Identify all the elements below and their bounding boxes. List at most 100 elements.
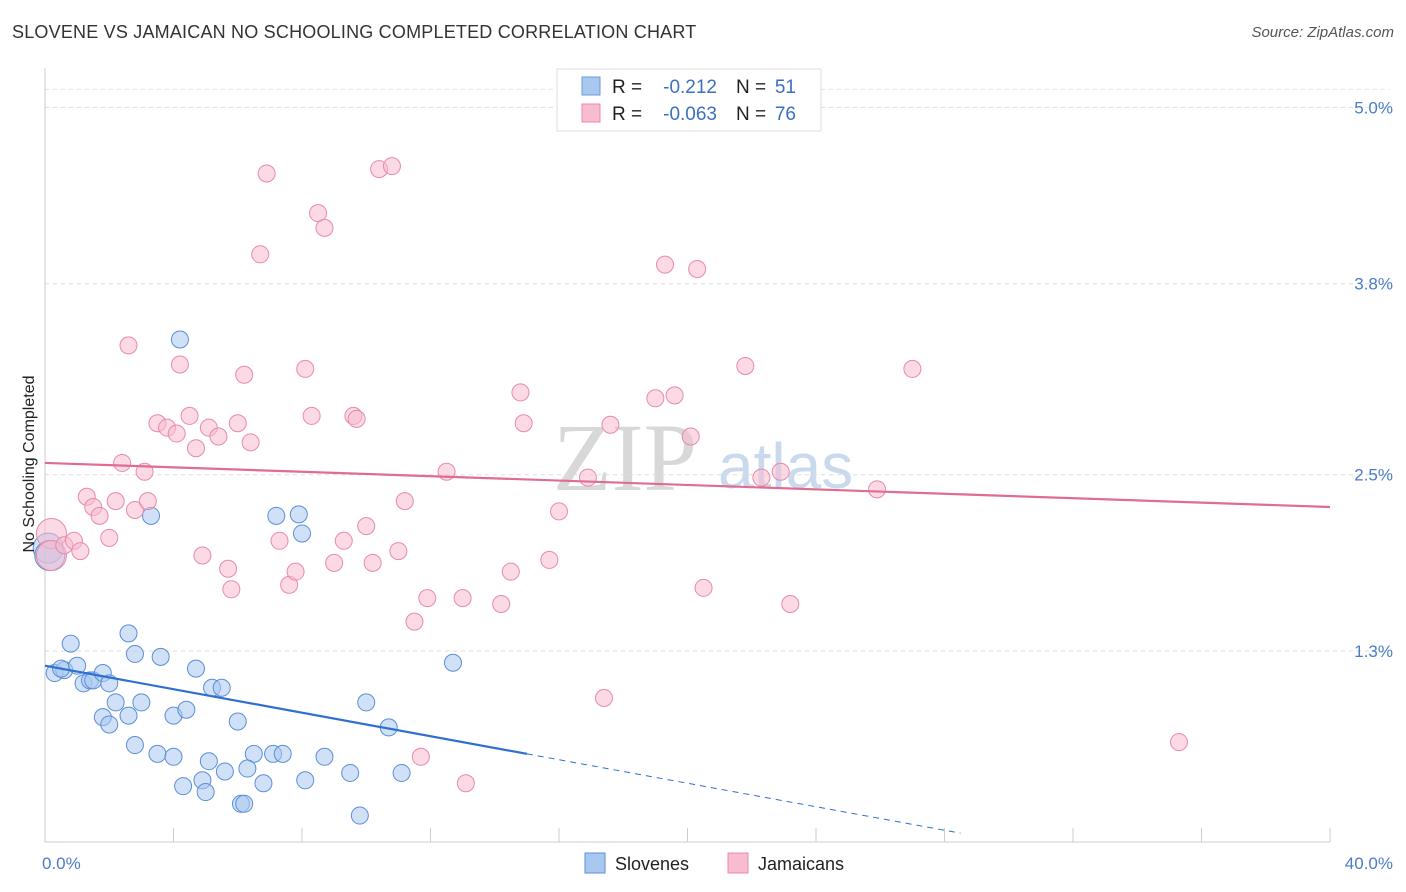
stats-legend-n-label-0: N = (736, 77, 766, 98)
stats-legend: R = -0.212 N = 51 R = -0.063 N = 76 (556, 68, 822, 132)
stats-legend-n-label-1: N = (736, 104, 766, 125)
jamaicans-point-7 (90, 506, 109, 525)
stats-legend-swatch-0 (581, 76, 601, 96)
jamaicans-point-37 (315, 218, 334, 237)
watermark: ZIP atlas (553, 404, 853, 511)
slovenes-point-41 (196, 783, 215, 802)
slovenes-point-38 (164, 747, 183, 766)
stats-legend-r-label-0: R = (612, 77, 642, 98)
series-legend-swatch-1 (727, 852, 749, 874)
slovenes-point-18 (148, 744, 167, 763)
stats-legend-swatch-1 (581, 103, 601, 123)
jamaicans-point-4 (71, 542, 90, 561)
y-tick-label-1: 2.5% (1354, 466, 1393, 485)
slovenes-point-30 (296, 771, 315, 790)
jamaicans-point-38 (325, 553, 344, 572)
jamaicans-point-25 (222, 580, 241, 599)
jamaicans-point-56 (540, 550, 559, 569)
stats-legend-r-value-0: -0.212 (663, 77, 717, 98)
slovenes-point-37 (443, 653, 462, 672)
slovenes-point-45 (235, 794, 254, 813)
y-axis-title: No Schooling Completed (21, 376, 38, 553)
jamaicans-point-13 (138, 492, 157, 511)
points-layer (32, 157, 1189, 825)
slovenes-point-34 (357, 693, 376, 712)
jamaicans-point-29 (251, 245, 270, 264)
slovenes-point-17 (125, 736, 144, 755)
jamaicans-point-62 (665, 386, 684, 405)
jamaicans-point-52 (492, 594, 511, 613)
trend-lines (44, 461, 1331, 834)
jamaicans-point-19 (180, 406, 199, 425)
jamaicans-point-23 (209, 427, 228, 446)
jamaicans-point-33 (286, 562, 305, 581)
slovenes-point-39 (174, 777, 193, 796)
slovenes-point-12 (100, 715, 119, 734)
slovenes-point-26 (215, 762, 234, 781)
x-tick-label-0: 0.0% (42, 854, 81, 873)
jamaicans-point-48 (405, 612, 424, 631)
slovenes-point-50 (267, 506, 286, 525)
jamaicans-point-39 (334, 531, 353, 550)
slovenes-point-21 (186, 659, 205, 678)
jamaicans-point-63 (681, 427, 700, 446)
jamaicans-point-9 (106, 492, 125, 511)
jamaicans-point-61 (646, 389, 665, 408)
slovenes-point-10 (106, 693, 125, 712)
slovenes-point-3 (61, 634, 80, 653)
jamaicans-point-20 (186, 439, 205, 458)
slovenes-point-31 (315, 747, 334, 766)
jamaicans-point-59 (594, 689, 613, 708)
slovenes-trend-line (44, 664, 528, 755)
jamaicans-point-17 (167, 424, 186, 443)
jamaicans-point-70 (781, 594, 800, 613)
slovenes-point-43 (254, 774, 273, 793)
series-legend-label-0: Slovenes (615, 854, 689, 874)
slovenes-point-33 (350, 806, 369, 825)
jamaicans-point-69 (771, 462, 790, 481)
jamaicans-point-68 (752, 468, 771, 487)
slovenes-point-42 (238, 759, 257, 778)
stats-legend-r-label-1: R = (612, 104, 642, 125)
stats-legend-box (556, 68, 822, 132)
jamaicans-point-72 (903, 359, 922, 378)
watermark-zip: ZIP (553, 404, 697, 511)
jamaicans-point-64 (656, 255, 675, 274)
slovenes-point-24 (228, 712, 247, 731)
slovenes-point-29 (273, 744, 292, 763)
slovenes-point-14 (125, 644, 144, 663)
jamaicans-point-8 (100, 528, 119, 547)
jamaicans-point-18 (170, 355, 189, 374)
slovenes-point-51 (289, 505, 308, 524)
jamaicans-point-27 (235, 365, 254, 384)
jamaicans-point-47 (395, 492, 414, 511)
jamaicans-point-11 (125, 500, 144, 519)
jamaicans-point-74 (411, 747, 430, 766)
x-tick-label-1: 40.0% (1345, 854, 1393, 873)
jamaicans-point-49 (418, 589, 437, 608)
jamaicans-point-55 (514, 414, 533, 433)
jamaicans-point-28 (241, 433, 260, 452)
source-label: Source: ZipAtlas.com (1251, 24, 1394, 41)
slovenes-point-20 (177, 700, 196, 719)
jamaicans-point-34 (296, 359, 315, 378)
jamaicans-point-21 (193, 546, 212, 565)
slovenes-point-47 (170, 330, 189, 349)
jamaicans-point-10 (113, 453, 132, 472)
slovenes-point-25 (199, 752, 218, 771)
jamaicans-point-46 (389, 542, 408, 561)
series-legend-label-1: Jamaicans (758, 854, 844, 874)
jamaicans-point-54 (511, 383, 530, 402)
series-legend-swatch-0 (584, 852, 606, 874)
jamaicans-point-35 (302, 406, 321, 425)
jamaicans-point-24 (219, 559, 238, 578)
jamaicans-point-30 (257, 164, 276, 183)
slovenes-point-23 (212, 678, 231, 697)
jamaicans-point-45 (382, 157, 401, 176)
stats-legend-n-value-0: 51 (775, 77, 796, 98)
slovenes-point-15 (151, 647, 170, 666)
jamaicans-point-60 (601, 415, 620, 434)
slovenes-point-13 (119, 706, 138, 725)
